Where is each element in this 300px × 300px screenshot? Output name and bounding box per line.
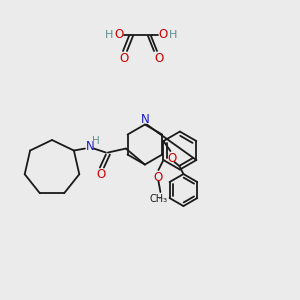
- Text: N: N: [85, 140, 94, 153]
- Text: O: O: [158, 28, 168, 41]
- Text: N: N: [140, 113, 149, 126]
- Text: O: O: [154, 170, 163, 184]
- Text: H: H: [92, 136, 100, 146]
- Text: methoxy: methoxy: [159, 197, 166, 199]
- Text: H: H: [169, 30, 177, 40]
- Text: H: H: [105, 30, 113, 40]
- Text: O: O: [96, 168, 106, 181]
- Text: CH₃: CH₃: [149, 194, 167, 204]
- Text: O: O: [168, 152, 177, 164]
- Text: O: O: [154, 52, 164, 64]
- Text: O: O: [119, 52, 129, 64]
- Text: O: O: [114, 28, 124, 41]
